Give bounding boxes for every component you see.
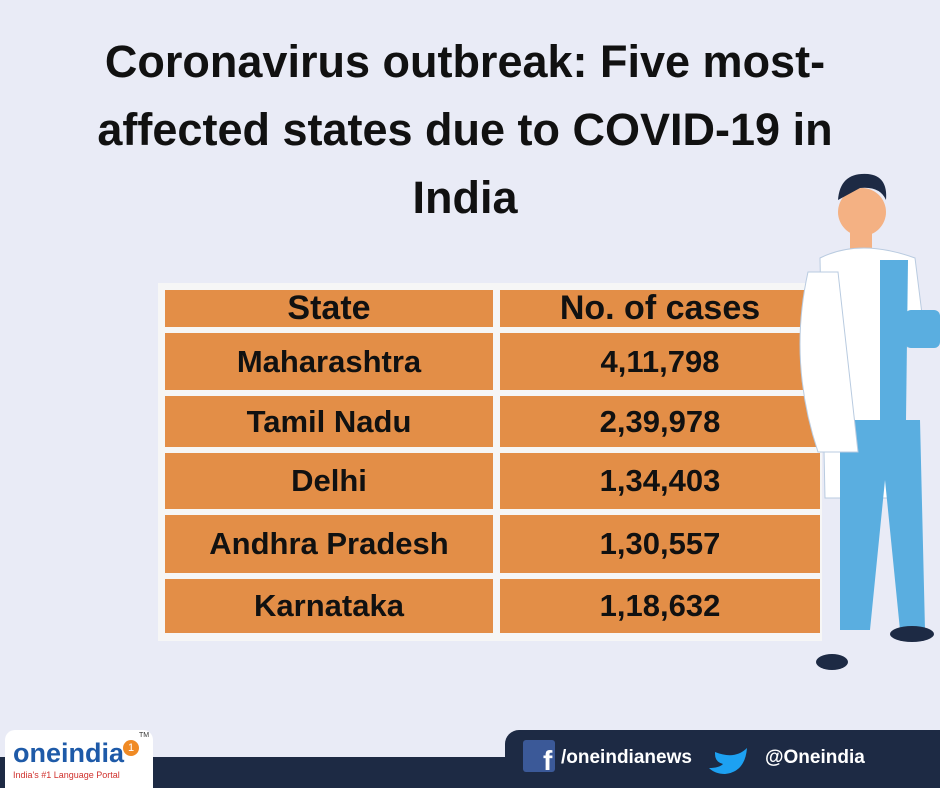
state-name: Andhra Pradesh (165, 515, 493, 573)
trademark: TM (139, 732, 150, 739)
case-count: 4,11,798 (500, 333, 820, 390)
facebook-icon (523, 740, 555, 772)
state-name: Delhi (165, 453, 493, 509)
title: Coronavirus outbreak: Five most-affected… (97, 36, 833, 223)
state-name: Karnataka (165, 579, 493, 633)
logo-badge: 1 (123, 740, 139, 756)
column-header: State (165, 289, 493, 327)
logo: oneindia 1 TM India's #1 Language Portal (5, 730, 153, 788)
logo-text: oneindia (13, 738, 125, 768)
column-header: No. of cases (500, 289, 820, 327)
case-count: 1,18,632 (500, 579, 820, 633)
twitter-icon (709, 748, 747, 774)
table: State No. of cases Maharashtra 4,11,798 Tami… (158, 283, 822, 641)
state-name: Tamil Nadu (165, 396, 493, 447)
state-name: Maharashtra (165, 333, 493, 390)
twitter-handle[interactable]: @Oneindia (765, 747, 865, 768)
facebook-handle[interactable]: /oneindianews (561, 747, 692, 768)
case-count: 2,39,978 (500, 396, 820, 447)
social-bar: f /oneindianews @Oneindia (505, 730, 940, 788)
case-count: 1,30,557 (500, 515, 820, 573)
facebook-glyph: f (543, 745, 553, 776)
case-count: 1,34,403 (500, 453, 820, 509)
tagline: India's #1 Language Portal (13, 770, 120, 780)
